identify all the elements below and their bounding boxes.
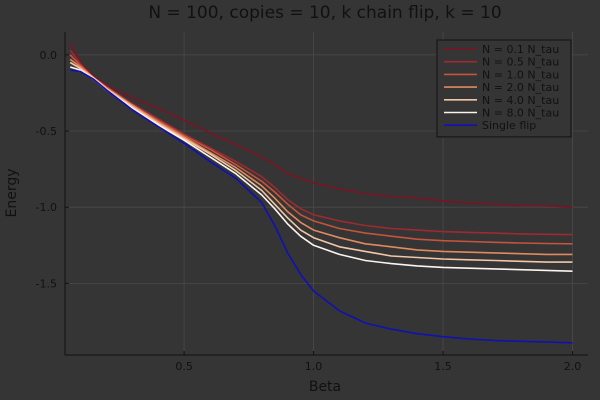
x-tick-label: 1.5 <box>434 360 452 373</box>
legend-label: N = 1.0 N_tau <box>482 68 559 81</box>
axes <box>64 32 588 356</box>
x-tick-label: 2.0 <box>564 360 582 373</box>
y-tick-label: -1.0 <box>36 201 57 214</box>
series-line-4 <box>69 61 573 263</box>
legend-box <box>436 39 572 138</box>
legend-label: N = 4.0 N_tau <box>482 94 559 107</box>
chart-title: N = 100, copies = 10, k chain flip, k = … <box>148 3 501 23</box>
x-axis-label: Beta <box>309 379 341 395</box>
series-line-1 <box>69 49 573 236</box>
legend-label: N = 2.0 N_tau <box>482 81 559 94</box>
y-tick-label: -1.5 <box>36 277 57 290</box>
x-tick-label: 1.0 <box>305 360 323 373</box>
tick-labels: 0.5 1.0 1.5 2.0 0.0 -0.5 -1.0 -1.5 <box>36 49 582 373</box>
legend-label: N = 0.5 N_tau <box>482 56 559 69</box>
series-line-6 <box>70 69 573 344</box>
series-line-5 <box>69 66 573 272</box>
x-tick-label: 0.5 <box>175 360 193 373</box>
y-tick-label: 0.0 <box>40 49 58 62</box>
series-lines <box>69 42 573 344</box>
legend-label: N = 0.1 N_tau <box>482 43 559 56</box>
legend-label: N = 8.0 N_tau <box>482 107 559 120</box>
series-line-3 <box>69 58 573 256</box>
series-line-0 <box>69 42 573 208</box>
legend-label: Single flip <box>482 119 536 132</box>
y-tick-label: -0.5 <box>36 125 57 138</box>
y-axis-label: Energy <box>4 168 20 217</box>
